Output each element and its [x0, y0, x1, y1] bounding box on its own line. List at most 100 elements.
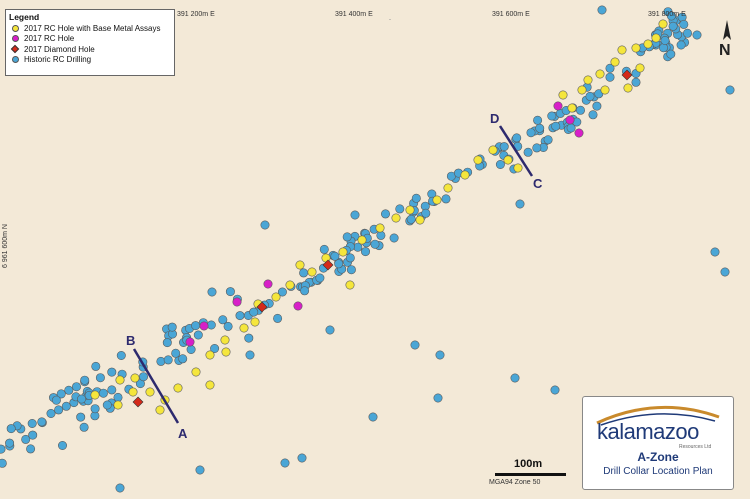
historic-rc-collar: [57, 440, 67, 450]
historic-rc-collar: [191, 321, 201, 331]
north-label: N: [719, 42, 731, 59]
section-lines: [132, 125, 534, 424]
historic-rc-collar: [28, 430, 38, 440]
historic-rc-collar: [5, 438, 15, 448]
assay-rc-collar: [345, 280, 355, 290]
historic-rc-collar: [26, 444, 36, 454]
historic-rc-collar: [193, 330, 203, 340]
historic-rc-collar: [51, 395, 61, 405]
section-label-c: C: [533, 176, 543, 191]
historic-rc-collar: [395, 204, 405, 214]
rc-2017-collar: [293, 301, 303, 311]
historic-rc-collar: [682, 28, 692, 38]
zone-title: A-Zone: [637, 450, 679, 464]
historic-rc-collar: [421, 208, 431, 218]
plan-title: Drill Collar Location Plan: [603, 466, 713, 477]
historic-rc-collar: [319, 244, 329, 254]
historic-rc-collar: [575, 105, 585, 115]
historic-rc-collar: [260, 220, 270, 230]
section-label-b: B: [126, 333, 136, 348]
historic-rc-collar: [325, 325, 335, 335]
historic-rc-collar: [80, 375, 90, 385]
assay-rc-collar: [635, 63, 645, 73]
historic-rc-collar: [410, 340, 420, 350]
historic-rc-collar: [668, 21, 678, 31]
historic-rc-collar: [207, 287, 217, 297]
historic-rc-collar: [370, 239, 380, 249]
historic-rc-collar: [277, 287, 287, 297]
historic-rc-collar: [360, 247, 370, 257]
historic-rc-collar: [350, 210, 360, 220]
assay-rc-collar: [488, 145, 498, 155]
legend: Legend 2017 RC Hole with Base Metal Assa…: [5, 9, 175, 76]
historic-rc-collar: [95, 373, 105, 383]
rc-2017-collar: [574, 128, 584, 138]
assay-rc-collar: [155, 405, 165, 415]
assay-rc-collar: [595, 69, 605, 79]
legend-item-diamond: 2017 Diamond Hole: [10, 44, 174, 55]
historic-rc-collar: [6, 424, 16, 434]
historic-rc-collar: [107, 367, 117, 377]
historic-rc-collar: [102, 400, 112, 410]
historic-rc-collar: [37, 417, 47, 427]
historic-rc-collar: [218, 315, 228, 325]
historic-rc-collar: [433, 393, 443, 403]
historic-rc-collar: [510, 373, 520, 383]
assay-rc-collar: [443, 183, 453, 193]
section-line-b-a: [132, 348, 180, 424]
historic-rc-collar: [660, 35, 670, 45]
historic-rc-collar: [21, 434, 31, 444]
legend-item-rc: 2017 RC Hole: [10, 34, 174, 45]
historic-rc-collar: [346, 265, 356, 275]
assay-rc-collar: [220, 335, 230, 345]
historic-rc-collar: [411, 193, 421, 203]
historic-rc-collar: [406, 214, 416, 224]
assay-rc-collar: [271, 292, 281, 302]
assay-rc-collar: [460, 170, 470, 180]
assay-rc-collar: [113, 400, 123, 410]
assay-rc-collar: [239, 323, 249, 333]
historic-rc-collar: [435, 350, 445, 360]
assay-rc-collar: [338, 247, 348, 257]
historic-rc-collar: [543, 135, 553, 145]
historic-rc-collar: [61, 401, 71, 411]
assay-rc-collar: [391, 213, 401, 223]
easting-label: 391 800m E: [648, 11, 686, 18]
historic-rc-collar: [725, 85, 735, 95]
logo-panel: kalamazoo Resources Ltd A-Zone Drill Col…: [582, 396, 734, 490]
historic-rc-collar: [666, 11, 676, 21]
assay-rc-collar: [130, 373, 140, 383]
historic-rc-collar: [315, 273, 325, 283]
assay-rc-collar: [145, 387, 155, 397]
historic-rc-collar: [495, 160, 505, 170]
historic-rc-collar: [345, 253, 355, 263]
assay-rc-collar: [90, 390, 100, 400]
historic-rc-collar: [533, 115, 543, 125]
historic-rc-collar: [535, 123, 545, 133]
legend-item-historic: Historic RC Drilling: [10, 55, 174, 66]
logo-swoosh-icon: [596, 405, 720, 426]
historic-rc-collar: [27, 418, 37, 428]
historic-rc-collar: [342, 232, 352, 242]
historic-rc-collar: [679, 19, 689, 29]
assay-rc-collar: [205, 380, 215, 390]
historic-rc-collar: [389, 233, 399, 243]
historic-rc-collar: [98, 388, 108, 398]
historic-rc-collar: [72, 382, 82, 392]
assay-rc-collar: [375, 223, 385, 233]
historic-rc-collar: [235, 311, 245, 321]
assay-rc-collar: [503, 155, 513, 165]
historic-rc-collar: [225, 287, 235, 297]
assay-rc-collar: [250, 317, 260, 327]
assay-rc-collar: [115, 375, 125, 385]
historic-rc-collar: [139, 372, 149, 382]
assay-rc-collar: [285, 280, 295, 290]
historic-rc-collar: [162, 338, 172, 348]
legend-label: 2017 Diamond Hole: [24, 44, 95, 54]
section-label-a: A: [178, 426, 188, 441]
historic-rc-collar: [526, 128, 536, 138]
assay-rc-collar: [623, 83, 633, 93]
magenta-circle-icon: [11, 35, 19, 43]
logo-subtitle: Resources Ltd: [679, 444, 712, 450]
drill-collars: [0, 5, 735, 493]
